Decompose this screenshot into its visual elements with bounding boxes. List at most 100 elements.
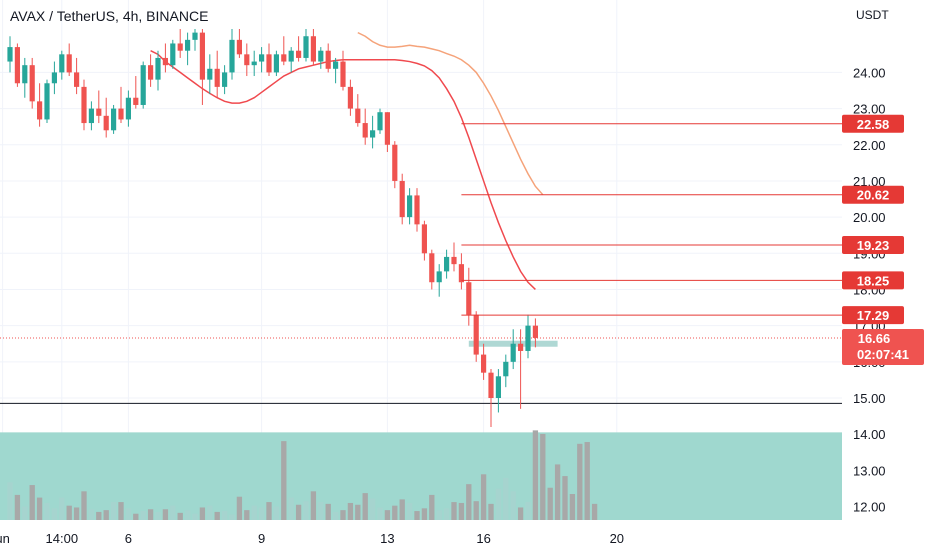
y-tick-label: 20.00 <box>853 210 886 225</box>
level-tag <box>842 271 904 290</box>
volume-bar <box>125 508 132 520</box>
volume-bar <box>66 505 72 520</box>
candle-body <box>29 65 35 102</box>
candle-body <box>340 61 346 87</box>
candle-body <box>355 108 361 124</box>
level-tag-label: 20.62 <box>857 188 890 203</box>
candle-body <box>377 112 383 131</box>
candle-body <box>74 72 80 87</box>
volume-bar <box>96 511 102 520</box>
volume-bar <box>244 510 250 520</box>
volume-bar <box>251 505 257 520</box>
candle-body <box>325 50 331 69</box>
candle-body <box>59 54 65 73</box>
volume-bar <box>340 510 346 520</box>
chart-title: AVAX / TetherUS, 4h, BINANCE <box>10 8 209 24</box>
candle-body <box>259 54 265 62</box>
volume-bar <box>310 491 317 520</box>
candle-body <box>88 108 94 124</box>
candle-body <box>140 65 146 105</box>
volume-bar <box>414 511 420 520</box>
y-tick-label: 21.00 <box>853 174 886 189</box>
candle-body <box>333 61 339 69</box>
level-tag-label: 22.58 <box>857 117 890 132</box>
volume-bar <box>562 476 568 520</box>
volume-bar <box>384 510 391 520</box>
volume-bar <box>147 509 154 520</box>
candle-body <box>266 54 272 73</box>
candle-body <box>414 195 420 225</box>
volume-bar <box>480 474 487 520</box>
candle-body <box>495 376 501 398</box>
volume-bar <box>207 505 213 520</box>
volume-bar <box>355 504 361 520</box>
volume-bar <box>177 512 183 520</box>
volume-bar <box>458 502 465 520</box>
y-tick-label: 23.00 <box>853 102 886 117</box>
volume-bar <box>332 511 339 520</box>
volume-bar <box>281 441 287 520</box>
candle-body <box>347 86 353 109</box>
volume-bar <box>554 464 561 520</box>
candle-body <box>214 68 220 87</box>
candle-body <box>96 108 102 116</box>
y-tick-label: 13.00 <box>853 463 886 478</box>
candle-body <box>199 32 205 80</box>
volume-bar <box>288 497 294 520</box>
level-tag-label: 18.25 <box>857 273 890 288</box>
candle-body <box>22 65 28 84</box>
volume-bar <box>192 513 198 520</box>
candle-body <box>318 50 324 62</box>
candle-body <box>384 112 390 145</box>
countdown-label: 02:07:41 <box>857 347 909 362</box>
candle-body <box>192 32 198 40</box>
candle-body <box>525 325 531 351</box>
candle-body <box>362 123 368 138</box>
candle-body <box>510 343 516 362</box>
candle-body <box>518 343 524 351</box>
volume-bar <box>266 502 272 520</box>
candle-body <box>44 83 50 120</box>
volume-bar <box>392 505 398 520</box>
candle-body <box>436 271 442 283</box>
candle-body <box>421 224 427 254</box>
volume-bar <box>184 510 191 520</box>
volume-bar <box>377 507 383 520</box>
volume-bar <box>258 507 265 520</box>
level-tag-label: 19.23 <box>857 238 890 253</box>
volume-bar <box>236 496 243 520</box>
candle-body <box>81 86 87 124</box>
candle-body <box>488 372 494 398</box>
volume-bar <box>295 504 302 520</box>
level-tag <box>842 235 904 254</box>
candle-body <box>407 195 413 218</box>
volume-bar <box>88 509 95 520</box>
candle-body <box>273 54 279 73</box>
candles <box>7 29 538 427</box>
candle-body <box>310 36 316 62</box>
volume-bar <box>510 491 516 520</box>
level-tag <box>842 114 904 133</box>
candle-body <box>133 97 139 105</box>
candle-body <box>155 57 161 80</box>
volume-bar <box>399 499 405 520</box>
volume-bar <box>325 503 331 520</box>
y-tick-label: 15.00 <box>853 391 886 406</box>
candle-body <box>118 108 124 120</box>
candle-body <box>14 47 20 84</box>
candle-body <box>392 144 398 181</box>
volume-bar <box>362 493 368 520</box>
volume-bar <box>170 505 176 520</box>
y-tick-label: 22.00 <box>853 138 886 153</box>
candle-body <box>244 54 250 66</box>
volume-bar <box>140 511 146 520</box>
level-tag <box>842 185 904 204</box>
candle-body <box>207 68 213 80</box>
candle-body <box>229 39 235 73</box>
volume-bar <box>103 510 109 520</box>
volume-bar <box>199 507 206 520</box>
x-tick-label: 6 <box>125 531 132 546</box>
volume-bar <box>229 514 235 520</box>
volume-bar <box>303 501 309 520</box>
